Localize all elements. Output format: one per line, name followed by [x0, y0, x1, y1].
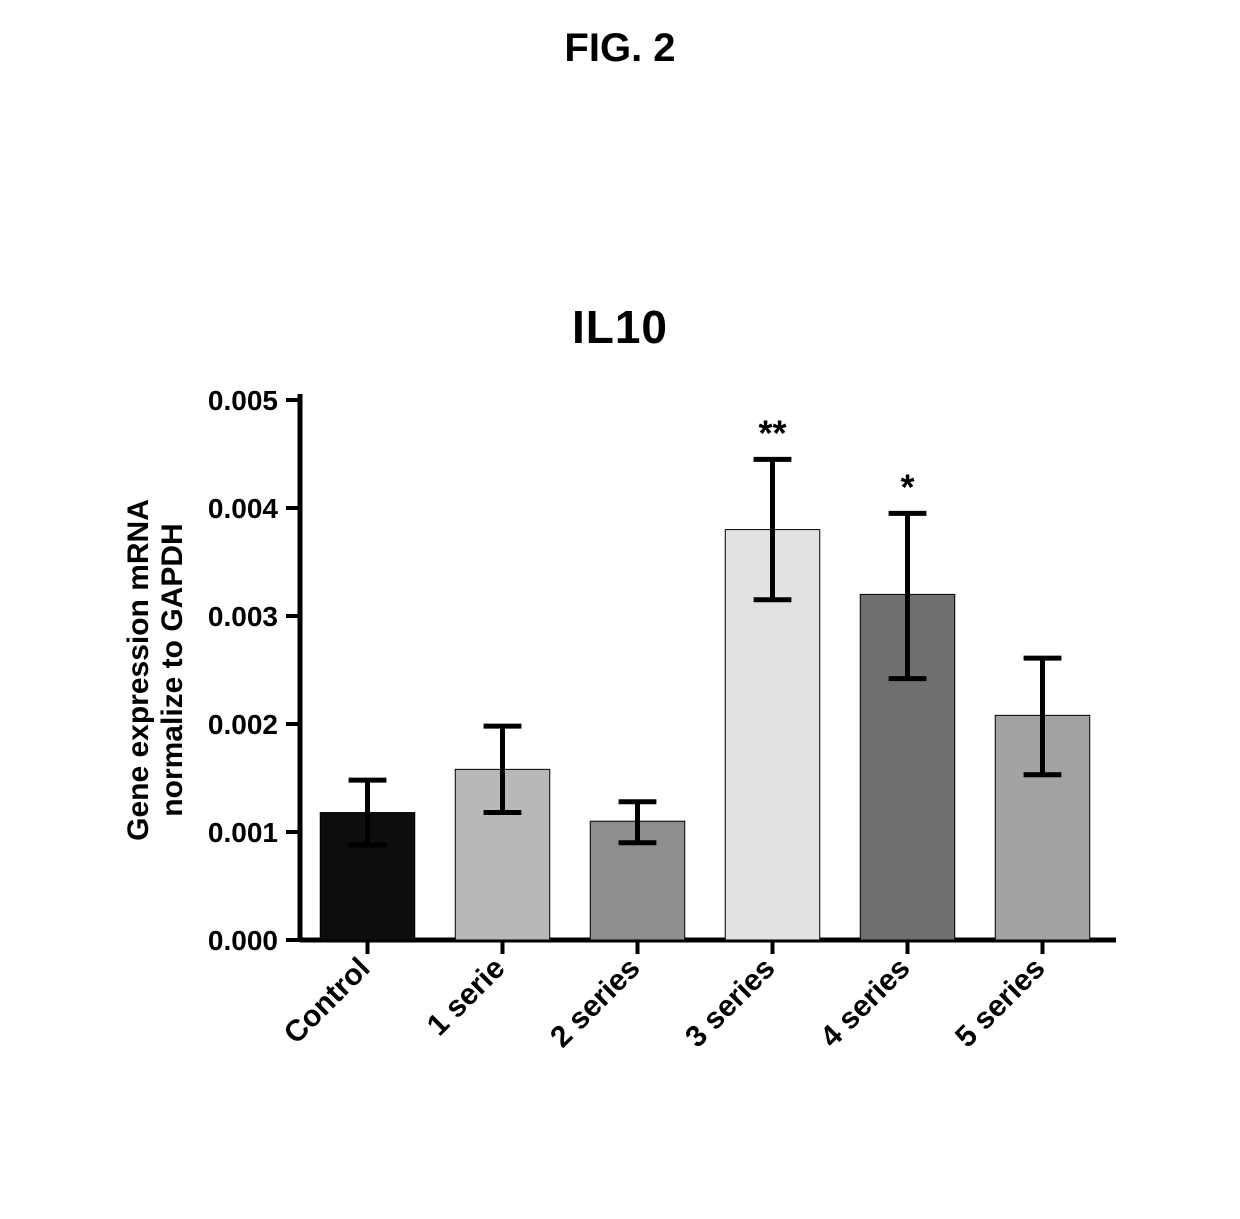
svg-text:0.005: 0.005 — [208, 385, 278, 416]
figure-label: FIG. 2 — [0, 26, 1240, 71]
svg-text:Control: Control — [278, 952, 377, 1051]
svg-text:2 series: 2 series — [544, 952, 646, 1054]
svg-text:normalize to GAPDH: normalize to GAPDH — [156, 523, 189, 816]
svg-text:0.003: 0.003 — [208, 601, 278, 632]
chart-title: IL10 — [0, 300, 1240, 354]
svg-text:1 serie: 1 serie — [421, 952, 512, 1043]
svg-text:*: * — [900, 466, 914, 507]
svg-text:0.002: 0.002 — [208, 709, 278, 740]
chart-svg: 0.000 0.001 0.002 0.003 0.004 0.005 Gene expre… — [100, 380, 1140, 1160]
svg-text:**: ** — [758, 412, 786, 453]
svg-text:0.004: 0.004 — [208, 493, 278, 524]
svg-text:4 series: 4 series — [814, 952, 916, 1054]
svg-text:Gene expression mRNA: Gene expression mRNA — [122, 499, 155, 841]
svg-text:5 series: 5 series — [949, 952, 1051, 1054]
bar-chart: 0.000 0.001 0.002 0.003 0.004 0.005 Gene expre… — [100, 380, 1140, 1160]
svg-text:0.001: 0.001 — [208, 817, 278, 848]
svg-text:0.000: 0.000 — [208, 925, 278, 956]
svg-text:3 series: 3 series — [679, 952, 781, 1054]
page: FIG. 2 IL10 0.0000.0010.0020.0030.0040.0… — [0, 0, 1240, 1219]
